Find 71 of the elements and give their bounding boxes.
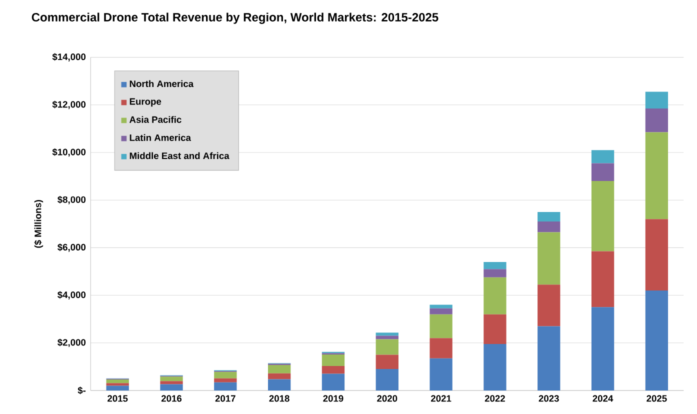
y-axis-title: ($ Millions) bbox=[34, 200, 44, 248]
legend-label: Europe bbox=[130, 98, 162, 106]
bar bbox=[268, 373, 291, 380]
bar bbox=[538, 326, 560, 390]
bar bbox=[484, 277, 506, 314]
bar bbox=[538, 284, 560, 326]
bar bbox=[645, 132, 668, 219]
bar bbox=[591, 306, 614, 390]
bar bbox=[322, 374, 345, 390]
bar bbox=[645, 92, 668, 108]
bar bbox=[106, 379, 129, 383]
bar bbox=[484, 314, 506, 344]
bar bbox=[591, 162, 614, 181]
bar bbox=[106, 382, 129, 386]
bar bbox=[160, 380, 183, 384]
y-tick-label: $14,000 bbox=[52, 52, 86, 62]
bar bbox=[106, 385, 129, 390]
bar bbox=[591, 150, 614, 163]
legend-label: Middle East and Africa bbox=[130, 152, 230, 159]
bar bbox=[538, 221, 560, 232]
bar bbox=[645, 108, 668, 132]
bar bbox=[430, 304, 452, 308]
bar bbox=[591, 180, 614, 252]
bar bbox=[645, 290, 668, 390]
bar bbox=[538, 212, 560, 222]
chart-title: Commercial Drone Total Revenue by Region, World Markets: 2015-2025 bbox=[32, 12, 438, 24]
y-tick-label: $10,000 bbox=[52, 148, 86, 156]
bar bbox=[214, 378, 237, 382]
bar bbox=[538, 232, 560, 284]
x-tick-label: 2022 bbox=[484, 394, 505, 402]
y-tick-label: $6,000 bbox=[58, 243, 86, 252]
legend-label: North America bbox=[130, 80, 194, 87]
bar bbox=[645, 218, 668, 290]
x-tick-label: 2020 bbox=[377, 394, 398, 402]
bar bbox=[214, 382, 237, 390]
x-tick-label: 2025 bbox=[646, 394, 667, 402]
bar bbox=[484, 262, 506, 269]
bar bbox=[430, 358, 452, 390]
x-tick-label: 2018 bbox=[269, 394, 290, 402]
bar bbox=[430, 308, 452, 314]
x-tick-label: 2015 bbox=[108, 394, 128, 402]
bar bbox=[376, 339, 398, 355]
bar bbox=[322, 354, 345, 366]
legend-label: Asia Pacific bbox=[130, 116, 182, 123]
x-tick-label: 2024 bbox=[592, 394, 614, 402]
y-tick-label: $12,000 bbox=[52, 100, 86, 109]
bar bbox=[430, 314, 452, 338]
y-tick-label: $4,000 bbox=[58, 290, 86, 300]
bar bbox=[591, 251, 614, 307]
bar bbox=[484, 344, 506, 390]
x-tick-label: 2019 bbox=[323, 394, 344, 402]
y-tick-label: $8,000 bbox=[58, 196, 86, 204]
y-tick-label: $- bbox=[78, 386, 86, 394]
bar bbox=[214, 372, 237, 378]
bar bbox=[322, 366, 345, 374]
x-tick-label: 2021 bbox=[430, 394, 452, 402]
y-tick-label: $2,000 bbox=[58, 338, 86, 347]
x-tick-label: 2017 bbox=[215, 394, 236, 402]
bar bbox=[268, 379, 291, 390]
bar bbox=[376, 368, 398, 390]
bar bbox=[376, 336, 398, 340]
bar bbox=[484, 268, 506, 278]
bar bbox=[160, 384, 183, 390]
bar bbox=[430, 338, 452, 358]
bar bbox=[376, 354, 398, 369]
x-tick-label: 2016 bbox=[161, 394, 182, 402]
x-tick-label: 2023 bbox=[538, 394, 559, 402]
legend-label: Latin America bbox=[130, 134, 192, 141]
bar bbox=[160, 376, 183, 381]
bar bbox=[268, 364, 291, 374]
bar bbox=[376, 332, 398, 336]
